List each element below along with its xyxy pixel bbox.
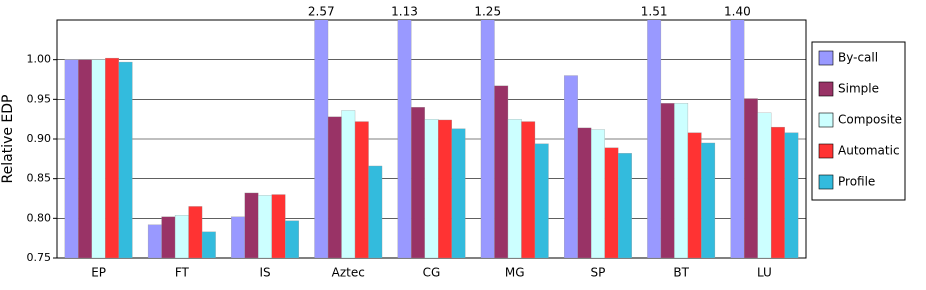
x-tick-label: SP [591,266,606,280]
legend-label: Simple [838,82,879,96]
bar [258,195,272,258]
value-label: 1.13 [391,5,418,19]
bar [244,192,259,258]
bar [577,127,592,258]
legend-swatch [818,81,834,97]
legend-label: Composite [838,113,902,127]
bar [411,107,425,258]
legend-label: Profile [838,175,875,189]
bar [368,165,383,258]
bar [327,116,342,258]
x-tick-label: Aztec [332,266,365,280]
y-tick-label: 0.90 [27,132,52,145]
bar [770,126,785,258]
bar [494,85,509,258]
bar [451,128,466,258]
bar [480,20,495,258]
value-label: 2.57 [308,5,335,19]
y-tick-label: 0.80 [27,211,52,224]
bar [285,220,299,258]
legend-label: By-call [838,51,878,65]
bar [647,20,662,258]
bar [231,216,245,258]
bar [618,153,632,258]
value-label: 1.40 [724,5,751,19]
x-tick-label: BT [673,266,689,280]
bar [188,206,203,258]
bar [743,98,758,258]
x-tick-label: IS [259,266,270,280]
bar [660,103,675,258]
bar [687,132,702,258]
bar [674,103,689,258]
bar [784,132,799,258]
bar [438,119,452,258]
bar [147,224,162,258]
bar [354,121,369,258]
bar [757,112,772,258]
bar [271,194,286,258]
legend-swatch [818,143,834,159]
x-tick-label: CG [423,266,441,280]
bar [64,59,79,258]
bar [78,59,93,258]
bar [201,231,216,258]
legend-swatch [818,50,834,66]
bar [730,20,745,258]
x-tick-label: LU [757,266,772,280]
legend-swatch [818,174,834,190]
legend-swatch [818,112,834,128]
bar [397,20,412,258]
bar [534,143,549,258]
bar [424,119,439,258]
bar [604,147,619,258]
bar [161,216,176,258]
y-tick-label: 1.00 [27,53,52,66]
y-tick-label: 0.85 [27,172,52,185]
bar [521,121,536,258]
legend-label: Automatic [838,144,900,158]
bar [507,119,522,258]
value-label: 1.51 [641,5,668,19]
bar [341,110,356,258]
bar [91,59,106,258]
bar [701,142,716,258]
y-tick-label: 0.95 [27,92,52,105]
bar [105,57,120,258]
value-label: 1.25 [474,5,501,19]
bar [118,61,133,258]
x-tick-label: FT [175,266,190,280]
x-tick-label: EP [91,266,106,280]
bar [314,20,329,258]
y-axis-label: Relative EDP [0,95,16,184]
x-tick-label: MG [505,266,525,280]
y-tick-label: 0.75 [27,251,52,264]
bar [564,75,578,258]
bar [174,215,189,258]
bar [591,129,605,258]
